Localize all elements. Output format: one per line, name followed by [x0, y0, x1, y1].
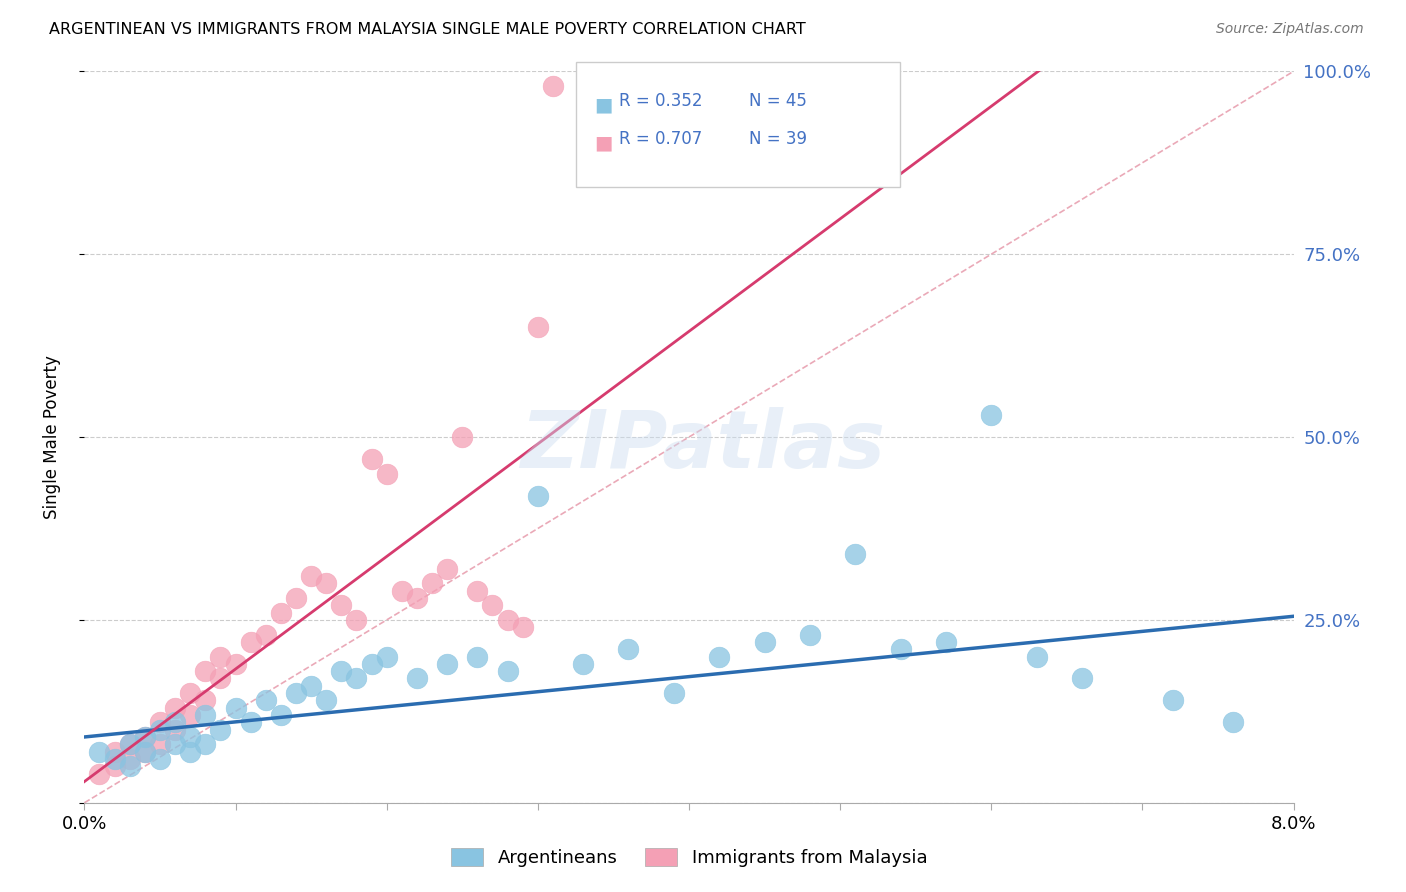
Point	[179, 745, 201, 759]
Point	[527, 489, 550, 503]
Point	[360, 452, 382, 467]
Point	[360, 657, 382, 671]
Point	[134, 730, 156, 744]
Point	[330, 599, 353, 613]
Point	[179, 686, 201, 700]
Point	[467, 649, 489, 664]
Point	[709, 649, 731, 664]
Point	[209, 672, 232, 686]
Text: R = 0.707: R = 0.707	[619, 130, 702, 148]
Point	[118, 759, 141, 773]
Point	[134, 730, 156, 744]
Point	[225, 700, 247, 714]
Point	[436, 657, 458, 671]
Point	[104, 745, 127, 759]
Point	[330, 664, 353, 678]
Point	[299, 679, 322, 693]
Text: ZIPatlas: ZIPatlas	[520, 407, 886, 485]
Point	[104, 759, 127, 773]
Point	[118, 737, 141, 751]
Point	[980, 408, 1002, 422]
Point	[118, 752, 141, 766]
Point	[299, 569, 322, 583]
Point	[89, 745, 111, 759]
Point	[572, 657, 595, 671]
Point	[285, 686, 308, 700]
Point	[194, 737, 217, 751]
Point	[165, 723, 187, 737]
Point	[391, 583, 413, 598]
Point	[541, 78, 564, 93]
Point	[194, 664, 217, 678]
Point	[935, 635, 957, 649]
Point	[375, 467, 398, 481]
Point	[225, 657, 247, 671]
Point	[890, 642, 912, 657]
Point	[149, 723, 172, 737]
Point	[285, 591, 308, 605]
Point	[270, 708, 292, 723]
Point	[149, 715, 172, 730]
Text: ■: ■	[595, 134, 613, 153]
Point	[165, 700, 187, 714]
Point	[89, 766, 111, 780]
Point	[134, 745, 156, 759]
Text: R = 0.352: R = 0.352	[619, 92, 702, 110]
Point	[617, 642, 640, 657]
Point	[239, 715, 262, 730]
Text: N = 45: N = 45	[749, 92, 807, 110]
Point	[346, 613, 368, 627]
Point	[239, 635, 262, 649]
Point	[165, 737, 187, 751]
Text: N = 39: N = 39	[749, 130, 807, 148]
Point	[194, 693, 217, 707]
Point	[375, 649, 398, 664]
Point	[179, 730, 201, 744]
Point	[118, 737, 141, 751]
Point	[1161, 693, 1184, 707]
Point	[254, 627, 277, 641]
Point	[1071, 672, 1094, 686]
Point	[496, 613, 519, 627]
Point	[346, 672, 368, 686]
Point	[799, 627, 821, 641]
Point	[134, 745, 156, 759]
Point	[1025, 649, 1047, 664]
Point	[481, 599, 503, 613]
Text: ARGENTINEAN VS IMMIGRANTS FROM MALAYSIA SINGLE MALE POVERTY CORRELATION CHART: ARGENTINEAN VS IMMIGRANTS FROM MALAYSIA …	[49, 22, 806, 37]
Point	[270, 606, 292, 620]
Point	[512, 620, 534, 634]
Point	[844, 547, 866, 561]
Y-axis label: Single Male Poverty: Single Male Poverty	[42, 355, 60, 519]
Point	[149, 737, 172, 751]
Point	[104, 752, 127, 766]
Point	[406, 591, 429, 605]
Text: ■: ■	[595, 95, 613, 114]
Point	[662, 686, 685, 700]
Point	[179, 708, 201, 723]
Point	[1222, 715, 1244, 730]
Text: Source: ZipAtlas.com: Source: ZipAtlas.com	[1216, 22, 1364, 37]
Point	[315, 576, 337, 591]
Point	[420, 576, 443, 591]
Legend: Argentineans, Immigrants from Malaysia: Argentineans, Immigrants from Malaysia	[443, 840, 935, 874]
Point	[149, 752, 172, 766]
Point	[754, 635, 776, 649]
Point	[194, 708, 217, 723]
Point	[436, 562, 458, 576]
Point	[406, 672, 429, 686]
Point	[315, 693, 337, 707]
Point	[165, 715, 187, 730]
Point	[467, 583, 489, 598]
Point	[209, 649, 232, 664]
Point	[451, 430, 474, 444]
Point	[254, 693, 277, 707]
Point	[496, 664, 519, 678]
Point	[209, 723, 232, 737]
Point	[527, 320, 550, 334]
